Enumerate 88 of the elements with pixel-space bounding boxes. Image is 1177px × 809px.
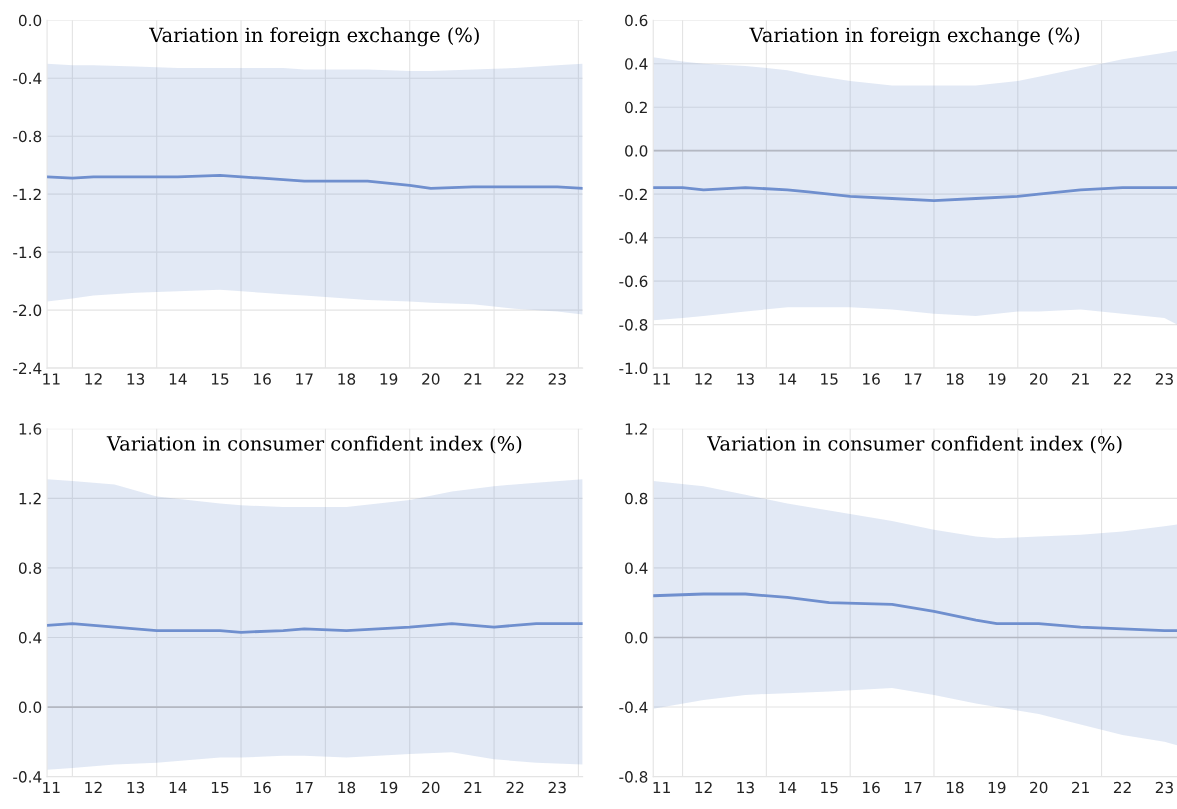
x-tick-label: 15	[211, 781, 229, 794]
chart-title: Variation in consumer confident index (%)	[706, 435, 1122, 454]
y-tick-label: -0.4	[619, 701, 648, 714]
x-tick-label: 23	[1155, 373, 1173, 385]
x-tick-label: 18	[946, 781, 964, 794]
x-tick-label: 22	[1113, 781, 1131, 794]
x-tick-label: 12	[85, 373, 102, 385]
line-series	[47, 622, 583, 634]
y-tick-label: -1.6	[13, 246, 42, 259]
x-tick-label: 13	[127, 781, 145, 794]
x-tick-label: 17	[904, 373, 922, 385]
y-tick-label: 0.2	[625, 101, 647, 114]
y-tick-label: -0.6	[619, 275, 648, 288]
x-tick-label: 16	[863, 373, 880, 385]
y-tick-label: -0.4	[13, 771, 42, 783]
x-tick-label: 23	[1155, 781, 1173, 794]
y-tick-label: 0.8	[18, 562, 42, 574]
x-tick-label: 12	[85, 781, 102, 794]
x-tick-label: 12	[695, 781, 712, 794]
x-tick-label: 13	[127, 373, 145, 385]
x-tick-label: 11	[43, 781, 60, 794]
y-tick-label: 0.6	[625, 14, 648, 27]
y-tick-label: -1.2	[13, 188, 41, 200]
x-tick-label: 19	[988, 781, 1006, 794]
x-tick-label: 12	[695, 373, 712, 385]
y-tick-label: -0.8	[619, 319, 648, 331]
x-tick-label: 16	[863, 781, 880, 794]
x-tick-label: 16	[254, 781, 271, 794]
x-tick-label: 19	[380, 373, 398, 385]
y-tick-label: 0.4	[625, 58, 648, 70]
x-tick-label: 14	[169, 373, 187, 385]
y-tick-label: 1.2	[625, 423, 647, 435]
x-tick-label: 11	[653, 781, 670, 794]
x-tick-label: 19	[988, 373, 1006, 385]
x-tick-label: 15	[821, 373, 838, 385]
x-tick-label: 14	[779, 373, 797, 385]
x-tick-label: 15	[821, 781, 838, 794]
x-tick-label: 11	[43, 373, 60, 385]
y-tick-label: -0.8	[619, 771, 648, 783]
x-tick-label: 18	[338, 373, 356, 385]
x-tick-label: 20	[422, 373, 440, 385]
y-tick-label: 0.0	[625, 631, 648, 644]
chart-title: Variation in foreign exchange (%)	[749, 27, 1080, 47]
y-tick-label: -0.4	[619, 232, 648, 244]
x-tick-label: 22	[506, 373, 524, 385]
x-tick-label: 16	[254, 373, 271, 385]
x-tick-label: 22	[506, 781, 524, 794]
chart-title: Variation in consumer confident index (%)	[106, 435, 522, 454]
y-tick-label: 0.0	[625, 145, 648, 157]
x-tick-label: 17	[904, 781, 922, 794]
x-tick-label: 21	[464, 781, 482, 794]
line-series	[653, 592, 1177, 632]
y-tick-label: -1.0	[619, 362, 648, 375]
x-tick-label: 20	[1030, 373, 1048, 385]
y-tick-label: 0.8	[625, 492, 648, 505]
x-tick-label: 20	[422, 781, 440, 794]
x-tick-label: 21	[1072, 373, 1089, 385]
x-tick-label: 17	[296, 781, 313, 794]
x-tick-label: 19	[380, 781, 398, 794]
x-tick-label: 14	[169, 781, 187, 794]
y-tick-label: 0.0	[18, 14, 42, 27]
x-tick-label: 21	[1072, 781, 1089, 794]
y-tick-label: 0.0	[18, 701, 42, 714]
x-tick-label: 18	[338, 781, 356, 794]
x-tick-label: 17	[296, 373, 313, 385]
y-tick-label: 0.4	[18, 631, 42, 644]
y-tick-label: -0.4	[13, 72, 42, 85]
x-tick-label: 23	[548, 781, 566, 794]
x-tick-label: 23	[548, 373, 566, 385]
y-tick-label: -2.4	[13, 362, 42, 374]
x-tick-label: 14	[779, 781, 797, 794]
line-series	[47, 173, 583, 190]
chart-title: Variation in foreign exchange (%)	[149, 27, 479, 47]
x-tick-label: 21	[464, 373, 482, 385]
x-tick-label: 13	[737, 781, 754, 794]
y-tick-label: 1.6	[19, 423, 42, 435]
x-tick-label: 15	[211, 373, 229, 385]
y-tick-label: -0.8	[13, 130, 42, 143]
x-tick-label: 22	[1113, 373, 1131, 385]
x-tick-label: 13	[737, 373, 754, 385]
y-tick-label: 1.2	[19, 492, 41, 505]
line-series	[653, 186, 1177, 203]
y-tick-label: 0.4	[625, 562, 648, 574]
x-tick-label: 11	[653, 373, 670, 385]
x-tick-label: 20	[1030, 781, 1048, 794]
y-tick-label: -0.2	[619, 188, 647, 201]
y-tick-label: -2.0	[13, 304, 42, 317]
x-tick-label: 18	[946, 373, 964, 385]
